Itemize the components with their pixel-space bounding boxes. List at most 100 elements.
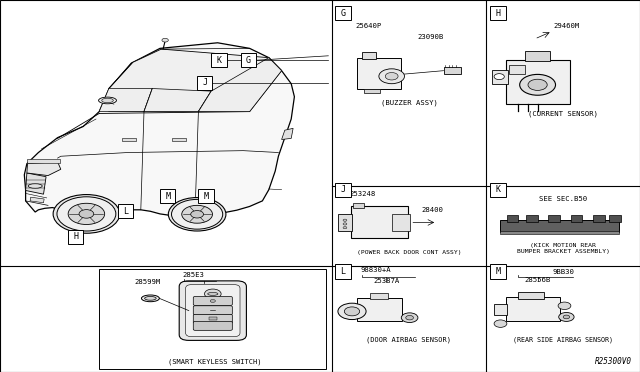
Circle shape (494, 320, 507, 327)
Ellipse shape (28, 184, 42, 188)
Circle shape (494, 74, 504, 80)
Bar (525, 51, 550, 61)
Circle shape (343, 227, 347, 229)
Bar (68, 230, 83, 244)
Circle shape (191, 211, 204, 218)
Circle shape (344, 307, 360, 316)
Ellipse shape (99, 97, 116, 104)
Circle shape (343, 223, 347, 225)
FancyBboxPatch shape (179, 281, 246, 340)
Text: (REAR SIDE AIRBAG SENSOR): (REAR SIDE AIRBAG SENSOR) (513, 336, 613, 343)
FancyBboxPatch shape (193, 306, 232, 315)
Text: (POWER BACK DOOR CONT ASSY): (POWER BACK DOOR CONT ASSY) (356, 250, 461, 255)
Text: 25387A: 25387A (373, 278, 399, 284)
Text: J: J (340, 185, 346, 194)
Polygon shape (26, 173, 46, 194)
Bar (351, 206, 408, 238)
Polygon shape (198, 58, 282, 112)
Bar (506, 297, 560, 321)
Bar (357, 58, 401, 89)
Bar (506, 60, 570, 104)
Ellipse shape (141, 295, 159, 302)
Circle shape (53, 195, 120, 233)
Text: BUMPER BRACKET ASSEMBLY): BUMPER BRACKET ASSEMBLY) (516, 249, 610, 254)
Circle shape (338, 303, 366, 320)
Bar (122, 138, 136, 141)
Circle shape (528, 79, 547, 90)
Text: J: J (202, 78, 207, 87)
Bar (198, 189, 214, 203)
Bar (444, 67, 461, 74)
Text: H: H (73, 232, 78, 241)
Bar (490, 264, 506, 279)
Text: (CURRENT SENSOR): (CURRENT SENSOR) (528, 111, 598, 118)
Polygon shape (144, 89, 211, 112)
Text: 28599M: 28599M (134, 279, 161, 285)
Bar (609, 215, 621, 222)
Bar (494, 304, 507, 315)
Polygon shape (109, 49, 282, 112)
Text: M: M (165, 192, 170, 201)
Bar (160, 189, 175, 203)
Polygon shape (27, 162, 61, 176)
Bar (509, 65, 525, 74)
Bar (335, 6, 351, 20)
Text: (BUZZER ASSY): (BUZZER ASSY) (381, 99, 437, 106)
Polygon shape (99, 89, 152, 112)
Bar (99, 269, 326, 369)
Text: G: G (340, 9, 346, 17)
Bar (357, 298, 402, 321)
Bar (593, 215, 605, 222)
Text: H: H (495, 9, 500, 17)
Text: G: G (246, 56, 251, 65)
FancyBboxPatch shape (193, 314, 232, 323)
Bar (335, 183, 351, 197)
Text: K: K (495, 185, 500, 194)
Bar (353, 203, 364, 208)
Text: L: L (340, 267, 346, 276)
Bar (492, 70, 508, 84)
Bar (209, 317, 216, 320)
Circle shape (563, 315, 570, 319)
Text: 9BB30: 9BB30 (552, 269, 574, 275)
Bar (241, 53, 256, 67)
Bar (211, 53, 227, 67)
Text: M: M (495, 267, 500, 276)
Bar (490, 6, 506, 20)
Bar (335, 264, 351, 279)
Circle shape (558, 302, 571, 310)
Text: M: M (204, 192, 209, 201)
Polygon shape (24, 43, 294, 217)
Circle shape (401, 313, 418, 323)
Circle shape (172, 199, 223, 229)
Text: (KICK MOTION REAR: (KICK MOTION REAR (531, 243, 596, 248)
Ellipse shape (102, 98, 113, 103)
Circle shape (68, 203, 105, 225)
Circle shape (559, 312, 574, 321)
FancyBboxPatch shape (186, 285, 240, 337)
Circle shape (406, 315, 413, 320)
Bar (338, 214, 352, 231)
Text: 285E3: 285E3 (182, 272, 204, 278)
Bar (27, 159, 60, 163)
Bar (172, 138, 186, 141)
Text: 28556B: 28556B (525, 277, 551, 283)
Circle shape (210, 299, 215, 302)
Text: (SMART KEYLESS SWITCH): (SMART KEYLESS SWITCH) (168, 358, 261, 365)
Ellipse shape (145, 296, 156, 300)
Bar (392, 214, 410, 231)
Bar (507, 215, 518, 222)
FancyBboxPatch shape (193, 296, 232, 305)
Bar (526, 215, 538, 222)
FancyBboxPatch shape (193, 321, 232, 330)
Circle shape (343, 219, 347, 221)
Circle shape (205, 289, 221, 299)
Bar (500, 231, 619, 234)
Text: 98830+A: 98830+A (360, 267, 391, 273)
Text: 28400: 28400 (421, 207, 443, 213)
Polygon shape (30, 197, 44, 203)
Circle shape (520, 74, 556, 95)
Circle shape (385, 73, 398, 80)
Ellipse shape (207, 292, 218, 295)
Polygon shape (282, 128, 293, 140)
